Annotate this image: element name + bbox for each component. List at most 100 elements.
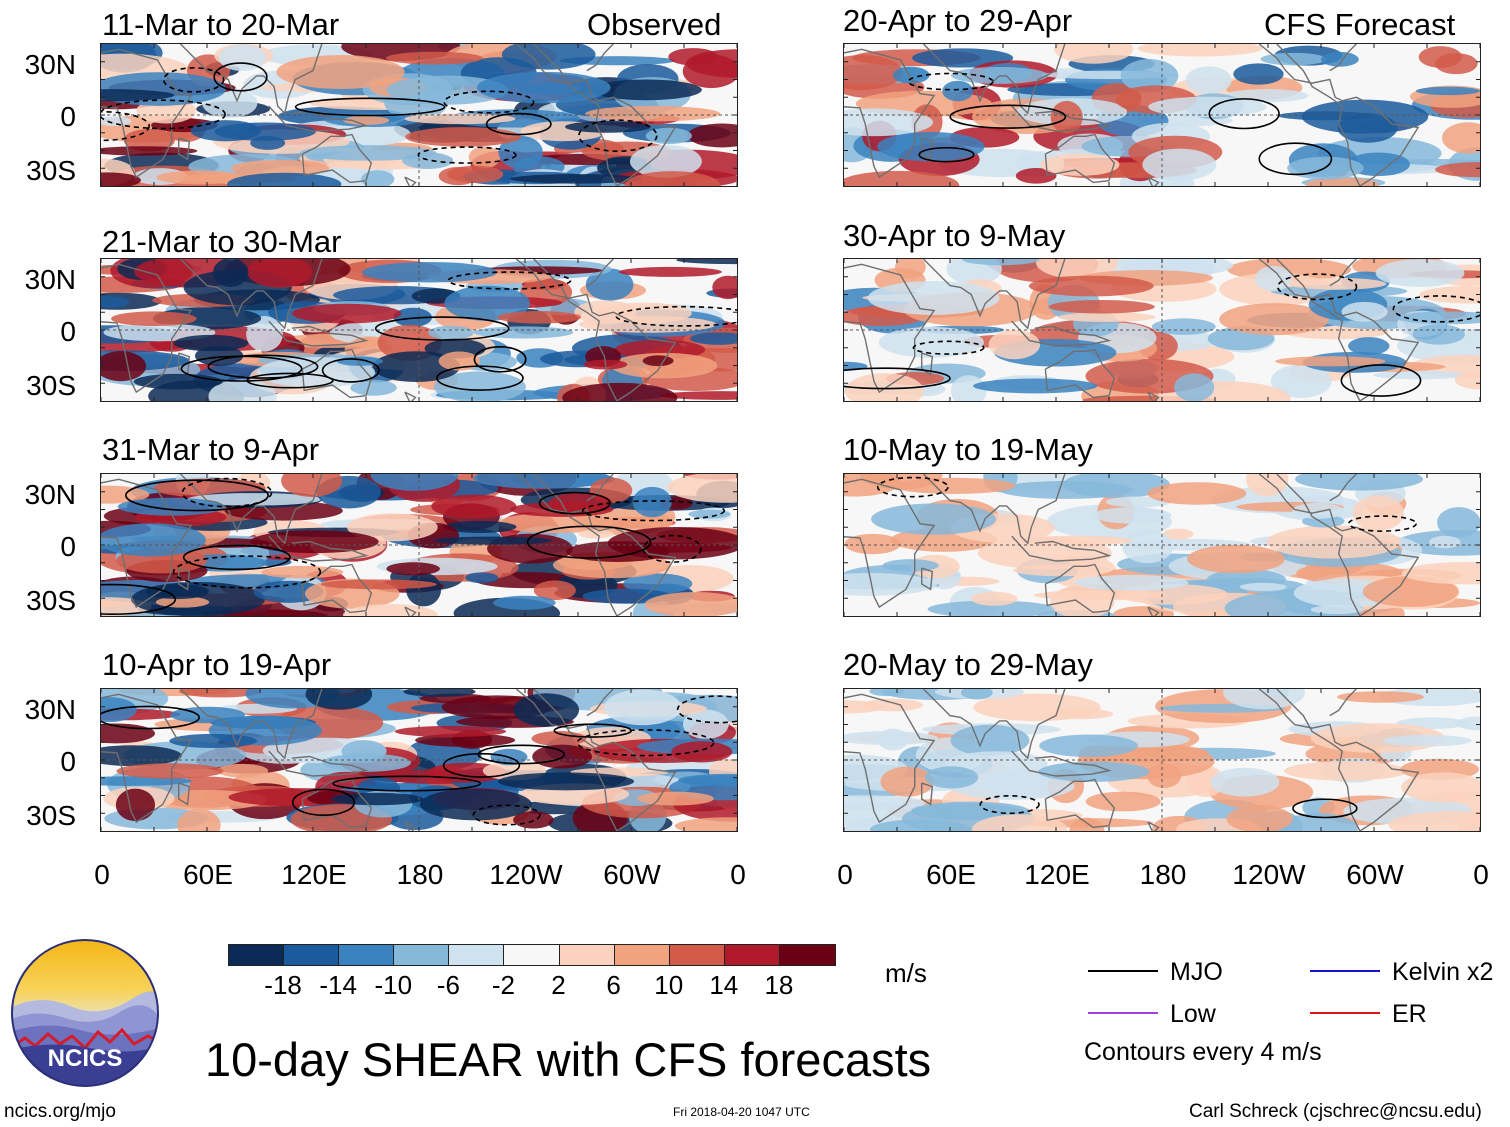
shear-anomaly-blob (844, 170, 960, 186)
mjo-contour (213, 62, 268, 92)
shear-anomaly-blob (870, 819, 971, 831)
shear-anomaly-blob (687, 123, 737, 148)
colorbar-swatch (393, 944, 450, 966)
shear-anomaly-blob (101, 697, 137, 723)
coastlines (844, 689, 1420, 831)
forecast-header: CFS Forecast (1264, 7, 1456, 42)
colorbar-swatch (283, 944, 340, 966)
shear-anomaly-blob (946, 259, 1002, 285)
shear-anomaly-blob (123, 128, 175, 152)
coastline (180, 689, 323, 760)
forecast-map-3 (843, 473, 1481, 617)
shear-anomaly-blob (1048, 300, 1155, 314)
coastline (268, 320, 369, 347)
shear-map (101, 259, 737, 401)
shear-anomaly-blob (361, 170, 395, 186)
coastline (101, 48, 193, 179)
shear-anomaly-blob (667, 474, 737, 503)
shear-anomaly-blob (1233, 63, 1284, 85)
coastline (268, 535, 369, 562)
coastline (1329, 474, 1357, 502)
shear-anomaly-blob (276, 55, 405, 89)
mjo-contour (101, 99, 226, 130)
lat-label-eq: 0 (60, 316, 76, 347)
coastline (178, 567, 191, 591)
coastline (515, 259, 677, 401)
coastline (1258, 689, 1420, 831)
shear-anomaly-blob (1260, 52, 1327, 66)
coastline (1147, 821, 1160, 831)
lat-label-eq: 0 (60, 531, 76, 562)
shear-anomaly-blob (169, 733, 257, 749)
shear-anomaly-blob (305, 689, 373, 710)
colorbar-tick-label: -6 (436, 970, 460, 1000)
shear-anomaly-blob (1454, 370, 1480, 390)
shear-anomaly-blob (212, 259, 249, 287)
shear-anomaly-blob (1373, 370, 1467, 380)
observed-map-1 (100, 43, 738, 187)
footer-url[interactable]: ncics.org/mjo (4, 1101, 116, 1122)
coastline (923, 474, 1066, 545)
shear-anomaly-blob (1147, 482, 1247, 505)
shear-anomaly-blob (660, 391, 737, 400)
coastline (1011, 105, 1112, 132)
observed-panel-4-title: 10-Apr to 19-Apr (102, 647, 332, 682)
observed-map-4 (100, 688, 738, 832)
shear-anomaly-blob (208, 379, 277, 401)
shear-anomaly-blob (145, 584, 209, 600)
shear-anomaly-blob (690, 332, 737, 345)
main-title: 10-day SHEAR with CFS forecasts (205, 1033, 932, 1086)
colorbar-swatch (558, 944, 615, 966)
coastlines (844, 259, 1420, 401)
shear-anomaly-blob (1210, 767, 1280, 797)
shear-anomaly-blob (624, 171, 721, 186)
shear-anomaly-blob (177, 808, 221, 831)
shear-anomaly-blob (447, 165, 504, 184)
shear-anomaly-blob (950, 724, 1030, 756)
mjo-contour (485, 112, 552, 136)
legend-er-label: ER (1392, 1000, 1427, 1028)
coastline (921, 352, 934, 376)
colorbar-tick-label: -2 (491, 970, 516, 1000)
shear-anomaly-blob (434, 536, 553, 545)
footer-author: Carl Schreck (cjschrec@ncsu.edu) (1189, 1101, 1482, 1122)
shear-anomaly-blob (419, 788, 532, 821)
colorbar-tick-label: 2 (551, 970, 566, 1000)
coastline (515, 474, 677, 616)
shear-anomaly-blob (637, 791, 714, 806)
coastlines (101, 259, 677, 401)
shear-anomaly-blob (386, 562, 440, 576)
shear-anomaly-blob (895, 259, 926, 279)
shear-anomaly-blob (1284, 761, 1408, 781)
coastlines (844, 44, 1420, 186)
coastline (921, 567, 934, 591)
colorbar-tick-label: 18 (764, 970, 794, 1000)
shear-anomaly-blob (1162, 528, 1194, 540)
legend-er-line (1310, 1012, 1380, 1014)
mjo-contour (294, 97, 446, 117)
mjo-contour (172, 555, 322, 589)
legend-kelvin-line (1310, 970, 1380, 972)
shear-anomaly-blob (510, 174, 643, 184)
shear-anomaly-blob (1142, 148, 1217, 181)
mjo-contour (1392, 295, 1480, 323)
shear-anomaly-blob (1226, 805, 1293, 831)
shear-anomaly-blob (882, 559, 939, 572)
shear-anomaly-blob (892, 477, 1016, 494)
shear-anomaly-blob (1054, 44, 1134, 64)
mjo-contour (578, 119, 658, 152)
shear-anomaly-blob (1137, 44, 1263, 57)
shear-anomaly-blob (1038, 761, 1150, 782)
shear-anomaly-blob (1429, 535, 1461, 549)
coastline (1147, 606, 1160, 616)
shear-anomaly-blob (513, 693, 580, 727)
shear-anomaly-blob (443, 520, 517, 533)
shear-anomaly-blob (950, 375, 987, 401)
mjo-contour (101, 110, 150, 142)
observed-map-2 (100, 258, 738, 402)
shear-anomaly-blob (712, 275, 737, 300)
coastline (268, 750, 369, 777)
coastline (844, 478, 936, 609)
colorbar-swatch (613, 944, 670, 966)
legend-low-line (1088, 1012, 1158, 1014)
